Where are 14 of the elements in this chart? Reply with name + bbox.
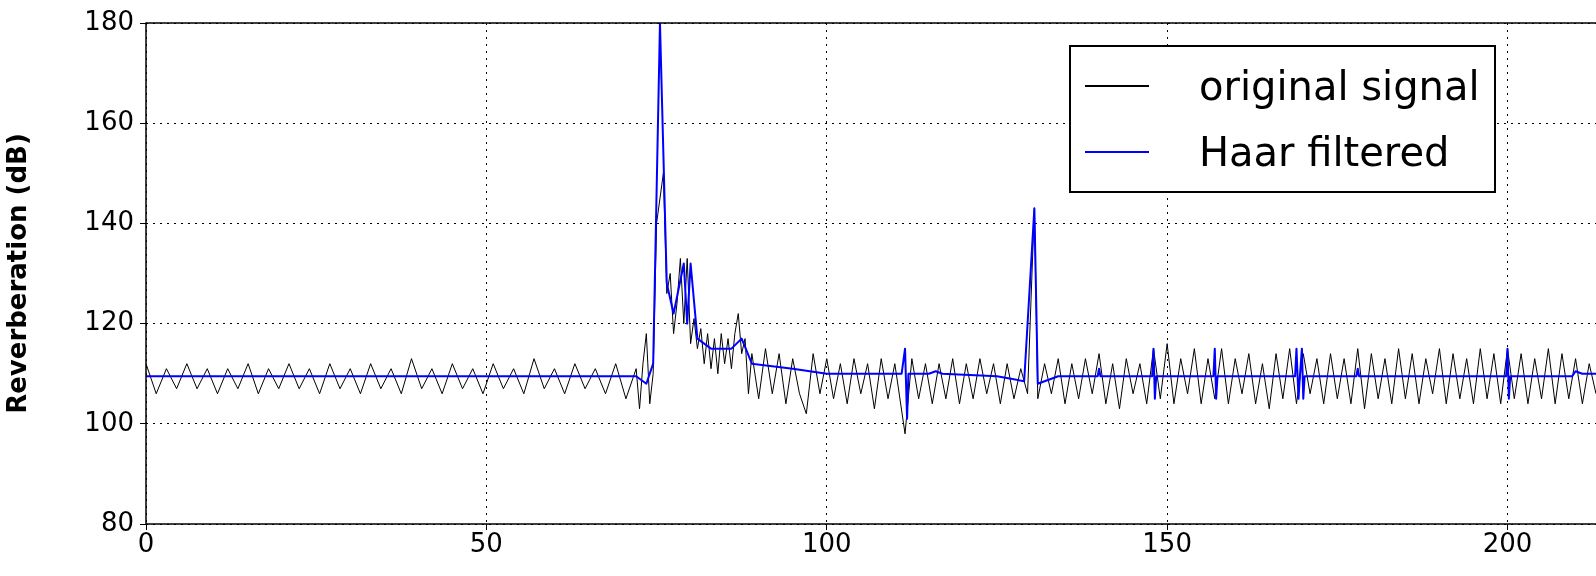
x-tick-label: 50 (469, 528, 503, 559)
x-tick-label: 150 (1142, 528, 1192, 559)
y-axis-title: Reverberation (dB) (2, 133, 33, 414)
y-tick-label: 160 (84, 105, 134, 136)
x-tick-label: 0 (137, 528, 155, 559)
y-tick-label: 100 (84, 406, 134, 437)
y-tick-label: 120 (84, 306, 134, 337)
legend-label: Haar filtered (1199, 129, 1450, 175)
y-tick-label: 140 (84, 206, 134, 237)
y-tick-label: 180 (84, 5, 134, 36)
legend-label: original signal (1199, 63, 1480, 109)
x-tick-label: 200 (1482, 528, 1533, 559)
y-tick-label: 80 (100, 506, 134, 537)
x-tick-label: 100 (801, 528, 852, 559)
